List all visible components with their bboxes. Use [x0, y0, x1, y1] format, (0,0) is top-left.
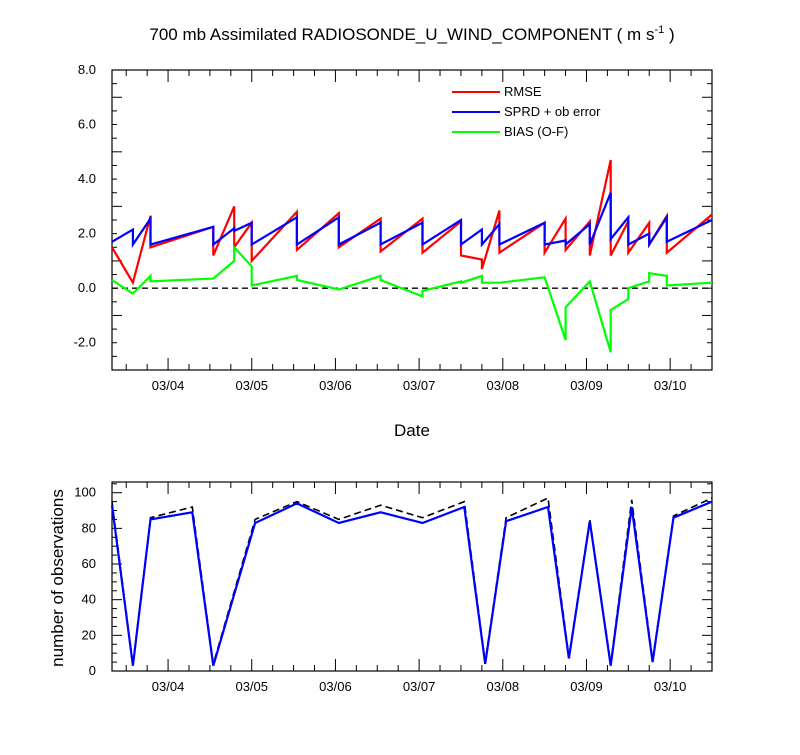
top-plot-frame: [111, 69, 713, 371]
top-x-tick-label: 03/10: [654, 378, 687, 393]
top-x-tick-label: 03/07: [403, 378, 436, 393]
bottom-x-tick-label: 03/07: [403, 679, 436, 694]
bottom-y-tick-label: 0: [89, 663, 96, 678]
top-y-tick-label: 6.0: [78, 117, 96, 132]
top-y-tick-label: 4.0: [78, 171, 96, 186]
top-x-tick-label: 03/08: [487, 378, 520, 393]
top-x-tick-label: 03/09: [570, 378, 603, 393]
legend: RMSE SPRD + ob error BIAS (O-F): [452, 84, 601, 139]
legend-rmse-label: RMSE: [504, 84, 542, 99]
sprd-ob-error-series-line: [111, 192, 713, 249]
bottom-x-tick-label: 03/06: [319, 679, 352, 694]
bottom-y-tick-label: 100: [74, 485, 96, 500]
bottom-y-tick-label: 80: [82, 520, 96, 535]
legend-bias-label: BIAS (O-F): [504, 124, 568, 139]
bottom-x-tick-label: 03/09: [570, 679, 603, 694]
top-y-tick-label: -2.0: [74, 335, 96, 350]
bottom-plot-frame: [111, 481, 713, 672]
bottom-x-tick-label: 03/08: [487, 679, 520, 694]
legend-sprd-label: SPRD + ob error: [504, 104, 601, 119]
top-y-tick-label: 8.0: [78, 62, 96, 77]
top-x-axis-label: Date: [394, 421, 430, 440]
bottom-x-tick-label: 03/05: [235, 679, 268, 694]
bottom-y-tick-label: 20: [82, 627, 96, 642]
top-y-tick-label: 0.0: [78, 280, 96, 295]
bottom-x-tick-label: 03/10: [654, 679, 687, 694]
top-panel: 03/04 03/05 03/06 03/07 03/08 03/09 03/10 -2.0 0…: [74, 62, 713, 393]
top-x-tick-label: 03/05: [235, 378, 268, 393]
top-x-tick-label: 03/06: [319, 378, 352, 393]
bottom-x-tick-label: 03/04: [152, 679, 185, 694]
chart-title: 700 mb Assimilated RADIOSONDE_U_WIND_COM…: [149, 24, 674, 44]
bias-o-f-series-line: [111, 244, 713, 353]
top-x-tick-label: 03/04: [152, 378, 185, 393]
bottom-y-tick-label: 40: [82, 592, 96, 607]
bottom-y-tick-label: 60: [82, 556, 96, 571]
obs-used-series-line: [110, 500, 713, 667]
top-y-tick-label: 2.0: [78, 226, 96, 241]
bottom-panel: 03/04 03/05 03/06 03/07 03/08 03/09 03/10 0 20 40…: [74, 481, 713, 694]
rmse-series-line: [111, 159, 713, 286]
bottom-y-axis-label: number of observations: [48, 489, 67, 667]
